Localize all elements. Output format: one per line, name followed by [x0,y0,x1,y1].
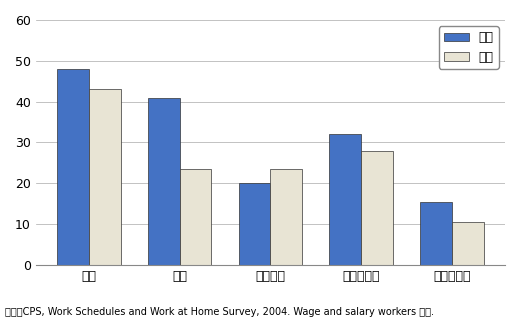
Bar [89,89,121,265]
Bar [239,183,270,265]
Bar [329,134,361,265]
Bar [148,98,180,265]
Bar [420,202,452,265]
Text: 出所：CPS, Work Schedules and Work at Home Survey, 2004. Wage and salary workers のみ: 出所：CPS, Work Schedules and Work at Home … [5,307,434,317]
Legend: 男性, 女性: 男性, 女性 [439,26,499,68]
Bar [270,169,302,265]
Bar [452,222,484,265]
Bar [361,150,393,265]
Bar [180,169,212,265]
Bar [57,69,89,265]
